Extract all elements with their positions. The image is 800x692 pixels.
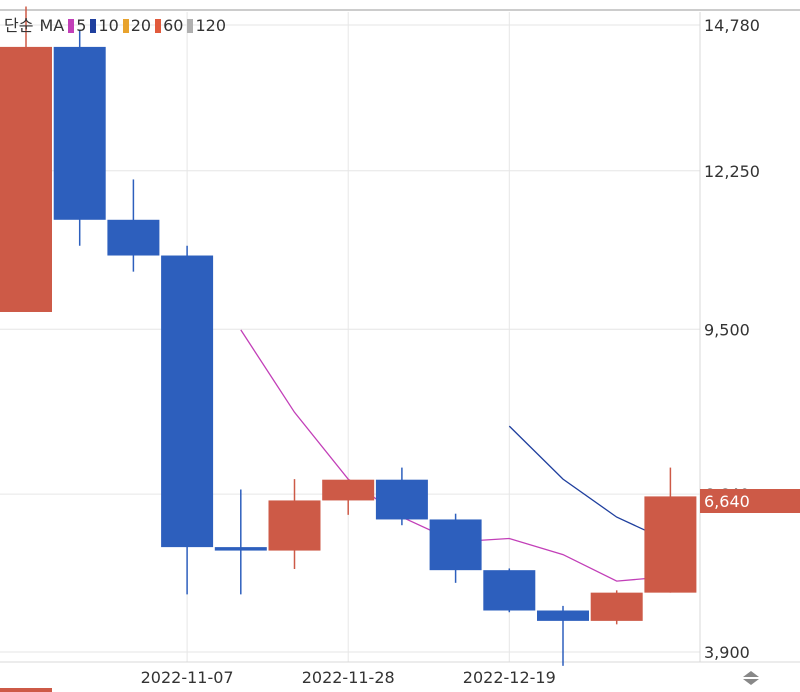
x-tick-label-2: 2022-12-19 [463, 668, 556, 687]
x-axis: 2022-11-07 2022-11-28 2022-12-19 [141, 668, 556, 687]
last-price-tag: 6,640 [700, 489, 800, 513]
candle-body-4 [214, 547, 267, 551]
candle-body-10 [537, 610, 589, 621]
candle-body-9 [483, 570, 536, 611]
legend-type-label: 단순 [4, 16, 34, 35]
y-tick-label-2: 9,500 [704, 320, 750, 339]
scrollbar-track[interactable] [0, 688, 52, 692]
legend-ma60-label: 60 [163, 16, 184, 35]
candle-body-1 [53, 46, 106, 220]
y-tick-label-0: 14,780 [704, 16, 760, 35]
last-price-label: 6,640 [704, 492, 750, 511]
legend-ma10-label: 10 [98, 16, 119, 35]
candle-body-3 [161, 255, 214, 548]
legend-ma-label: MA [39, 16, 65, 35]
legend-ma10-swatch [90, 19, 97, 33]
candles [0, 6, 697, 666]
candle-body-12 [644, 496, 697, 593]
x-tick-label-0: 2022-11-07 [141, 668, 234, 687]
legend-ma5-swatch [68, 19, 75, 33]
candle-body-11 [590, 592, 643, 621]
legend-ma5-label: 5 [76, 16, 87, 35]
candle-body-7 [375, 479, 428, 520]
candle-body-8 [429, 519, 482, 571]
last-price-tag-bg [700, 489, 800, 513]
legend-ma20-swatch [122, 19, 129, 33]
legend-ma120-swatch [187, 19, 194, 33]
chart-legend: 단순 MA 5 10 20 60 120 [4, 15, 226, 37]
candle-body-6 [322, 479, 375, 501]
y-tick-label-4: 3,900 [704, 643, 750, 662]
x-tick-label-1: 2022-11-28 [302, 668, 395, 687]
legend-ma20-label: 20 [130, 16, 152, 35]
candle-body-5 [268, 500, 321, 551]
legend-ma120-label: 120 [195, 16, 227, 35]
candle-body-0 [0, 46, 52, 312]
expand-collapse-icon[interactable] [740, 670, 762, 686]
y-tick-label-1: 12,250 [704, 162, 760, 181]
y-axis: 14,780 12,250 9,500 6,640 3,900 [704, 16, 760, 662]
candle-body-2 [107, 219, 160, 256]
ma10-line [508, 425, 671, 543]
legend-ma60-swatch [155, 19, 162, 33]
